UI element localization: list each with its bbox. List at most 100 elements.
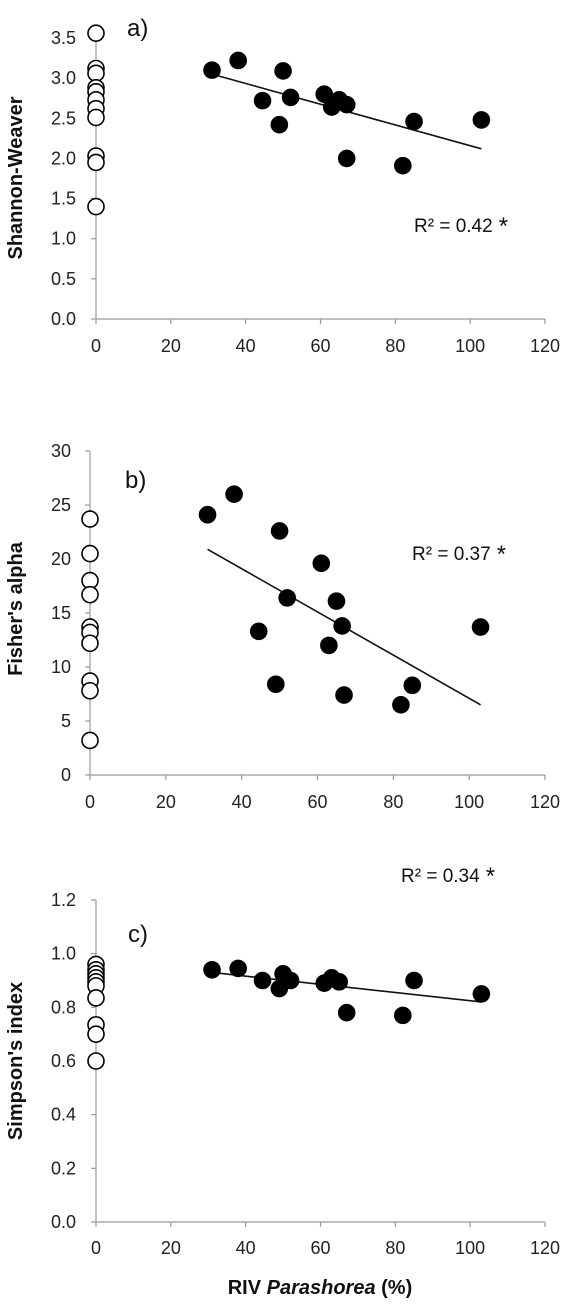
data-point-filled xyxy=(278,589,296,607)
trendline xyxy=(211,971,482,1003)
x-axis-label: RIV Parashorea (%) xyxy=(228,1277,413,1299)
data-point-filled xyxy=(249,622,268,641)
panel-label: a) xyxy=(127,15,148,42)
data-point-open xyxy=(87,1052,105,1070)
y-axis-label: Shannon-Weaver xyxy=(5,96,27,259)
data-point-filled xyxy=(253,971,272,990)
x-tick-label: 60 xyxy=(307,792,327,812)
data-point-open xyxy=(81,544,99,563)
y-axis-label: Simpson's index xyxy=(5,982,27,1140)
x-tick-label: 20 xyxy=(161,336,181,356)
significance-star: * xyxy=(486,863,495,890)
x-tick-label: 20 xyxy=(156,792,176,812)
data-point-filled xyxy=(203,61,221,79)
x-tick-label: 80 xyxy=(383,792,403,812)
x-tick-label: 0 xyxy=(85,792,95,812)
y-tick-label: 0.5 xyxy=(51,269,76,289)
x-tick-label: 60 xyxy=(310,336,330,356)
data-point-filled xyxy=(320,636,338,655)
data-point-filled xyxy=(472,111,491,129)
y-tick-label: 3.0 xyxy=(51,68,76,88)
panel-label: b) xyxy=(125,467,146,494)
x-tick-label: 120 xyxy=(530,1238,560,1258)
x-tick-label: 100 xyxy=(454,792,484,812)
x-tick-label: 60 xyxy=(310,1238,330,1258)
data-point-filled xyxy=(281,971,300,990)
data-point-filled xyxy=(281,88,300,107)
y-tick-label: 0.0 xyxy=(51,1212,76,1232)
y-tick-label: 1.5 xyxy=(51,189,76,209)
y-tick-label: 0.0 xyxy=(51,309,76,329)
r-squared-label: R² = 0.34 xyxy=(401,866,480,887)
significance-star: * xyxy=(499,213,508,240)
y-tick-label: 0.2 xyxy=(51,1158,76,1178)
x-tick-label: 80 xyxy=(385,336,405,356)
y-tick-label: 2.0 xyxy=(51,148,76,168)
y-tick-label: 1.2 xyxy=(51,890,76,910)
panel-0: 0.0 0.5 1.0 1.5 2.0 2.5 3.0 3.5 0 20 40 60 80 100 120 S… xyxy=(5,15,560,356)
y-tick-label: 5 xyxy=(61,711,71,731)
y-tick-label: 0.4 xyxy=(51,1105,76,1125)
x-tick-label: 20 xyxy=(161,1238,181,1258)
y-tick-label: 0.8 xyxy=(51,997,76,1017)
x-tick-label: 100 xyxy=(455,336,485,356)
y-tick-label: 20 xyxy=(51,549,71,569)
x-tick-label: 120 xyxy=(530,336,560,356)
data-point-filled xyxy=(333,617,351,635)
data-point-open xyxy=(87,64,105,83)
panel-2: 0.0 0.2 0.4 0.6 0.8 1.0 1.2 0 20 40 60 80 100 120 Simp… xyxy=(5,863,560,1299)
data-point-filled xyxy=(225,485,243,504)
y-tick-label: 0.6 xyxy=(51,1051,76,1071)
data-point-filled xyxy=(270,115,289,134)
panel-1: 0 5 10 15 20 25 30 0 20 40 60 80 100 120 Fisher's alph… xyxy=(5,441,560,812)
y-tick-label: 30 xyxy=(51,441,71,461)
data-point-open xyxy=(81,681,99,700)
x-tick-label: 40 xyxy=(236,336,256,356)
y-tick-label: 10 xyxy=(51,657,71,677)
data-point-filled xyxy=(229,959,247,978)
data-point-filled xyxy=(198,505,217,524)
data-point-filled xyxy=(405,971,423,990)
y-tick-label: 1.0 xyxy=(51,229,76,249)
y-axis-label: Fisher's alpha xyxy=(5,541,27,676)
data-point-filled xyxy=(472,985,491,1003)
data-point-filled xyxy=(394,1006,412,1025)
data-point-filled xyxy=(394,156,412,175)
data-point-filled xyxy=(274,62,292,80)
data-point-filled xyxy=(253,91,272,110)
r-squared-label: R² = 0.37 xyxy=(412,544,491,565)
data-point-filled xyxy=(203,960,221,979)
y-tick-label: 0 xyxy=(61,765,71,785)
data-point-filled xyxy=(405,112,423,131)
data-point-open xyxy=(87,108,105,127)
x-tick-label: 0 xyxy=(91,1238,101,1258)
data-point-open xyxy=(87,989,105,1007)
y-tick-label: 3.5 xyxy=(51,28,76,48)
data-point-filled xyxy=(403,676,422,695)
data-point-filled xyxy=(315,85,334,103)
x-tick-label: 80 xyxy=(385,1238,405,1258)
data-point-filled xyxy=(337,95,356,114)
data-point-open xyxy=(87,24,105,42)
data-point-filled xyxy=(330,973,349,991)
data-point-filled xyxy=(392,695,410,714)
r-squared-label: R² = 0.42 xyxy=(414,216,493,237)
x-tick-label: 40 xyxy=(236,1238,256,1258)
data-point-filled xyxy=(471,618,490,636)
x-tick-label: 120 xyxy=(530,792,560,812)
data-point-open xyxy=(81,510,99,528)
y-tick-label: 25 xyxy=(51,495,71,515)
x-tick-label: 40 xyxy=(232,792,252,812)
x-tick-label: 100 xyxy=(455,1238,485,1258)
y-tick-label: 15 xyxy=(51,603,71,623)
data-point-open xyxy=(81,731,99,750)
data-point-filled xyxy=(337,149,356,168)
data-point-filled xyxy=(266,675,285,694)
x-tick-label: 0 xyxy=(91,336,101,356)
data-point-filled xyxy=(312,554,331,573)
data-point-filled xyxy=(229,51,247,70)
panel-label: c) xyxy=(128,921,148,948)
y-tick-label: 2.5 xyxy=(51,108,76,128)
y-tick-label: 1.0 xyxy=(51,944,76,964)
